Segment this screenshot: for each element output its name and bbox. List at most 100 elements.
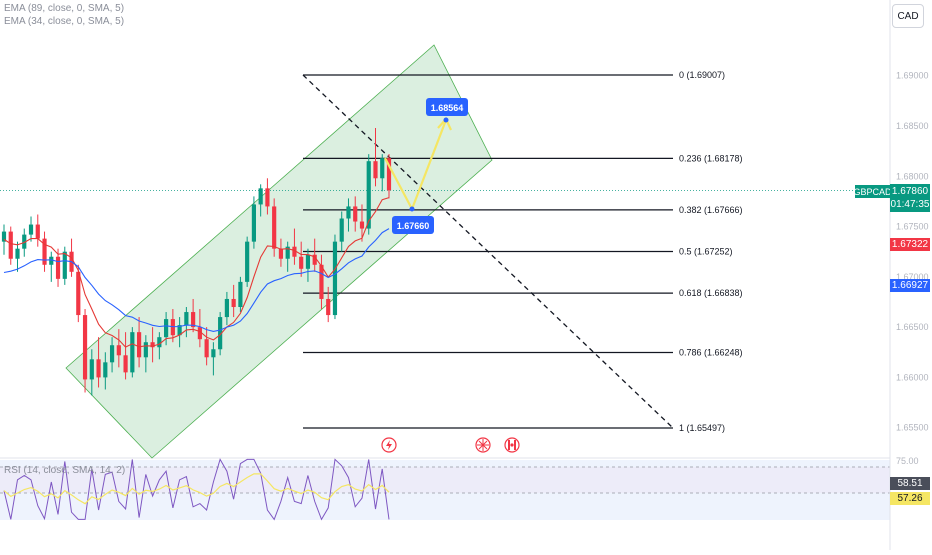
price-axis-label: 1.67500 [896, 222, 929, 232]
candle-body [292, 246, 297, 257]
candle-body [319, 264, 324, 299]
price-axis-label: 1.68500 [896, 121, 929, 131]
ema-slow-line [3, 228, 390, 332]
candle-body [359, 221, 365, 229]
callout-high-label: 1.68564 [431, 103, 464, 113]
ema-89-label[interactable]: EMA (89, close, 0, SMA, 5) [4, 3, 125, 14]
candle-body [339, 218, 344, 242]
candle-body [123, 355, 128, 373]
price-axis-label: 1.66500 [896, 322, 929, 332]
rsi-ma-tag: 57.26 [890, 492, 930, 505]
fib-level-label: 0 (1.69007) [679, 70, 725, 80]
candle-body [386, 158, 392, 191]
canada-flag-bar-right [514, 440, 516, 450]
candle-body [96, 359, 101, 378]
candle-body [76, 271, 81, 316]
candle-body [8, 231, 13, 259]
fib-level-label: 0.236 (1.68178) [679, 153, 743, 163]
candle-body [197, 327, 202, 340]
candle-body [245, 241, 250, 282]
candle-body [366, 161, 371, 229]
rsi-label[interactable]: RSI (14, close, SMA, 14, 2) [4, 465, 126, 476]
candle-body [312, 254, 317, 265]
candle-body [150, 342, 155, 348]
canada-flag-bar-left [508, 440, 510, 450]
rsi-axis-label: 75.00 [896, 456, 919, 466]
candle-body [299, 256, 304, 269]
candle-body [55, 256, 61, 279]
candle-body [380, 158, 385, 179]
candle-body [251, 204, 257, 242]
ema-fast-line [3, 197, 390, 348]
candle-body [143, 342, 148, 358]
candle-body [116, 345, 121, 356]
price-axis-label: 1.69000 [896, 71, 929, 81]
candle-body [42, 238, 47, 265]
price-axis-label: 1.67000 [896, 272, 929, 282]
price-axis-label: 1.66000 [896, 372, 929, 382]
rsi-line [3, 458, 390, 521]
rsi-band [0, 467, 890, 493]
candle-body [89, 359, 94, 380]
fib-trend-line [302, 74, 674, 429]
callout-anchor-high [443, 117, 449, 123]
candle-body [258, 188, 263, 205]
candle-body [103, 362, 108, 378]
currency-button[interactable]: CAD [892, 4, 924, 28]
lightning-glyph-icon [386, 440, 392, 450]
candle-body [1, 231, 7, 242]
price-axis-label: 1.65500 [896, 423, 929, 433]
fib-level-label: 0.618 (1.66838) [679, 288, 743, 298]
candle-body [130, 332, 135, 373]
symbol-tag: GBPCAD [853, 185, 892, 198]
candle-body [224, 298, 229, 318]
candle-body [184, 312, 189, 326]
fib-level-label: 0.382 (1.67666) [679, 205, 743, 215]
ema-fast-price-tag: 1.67322 [890, 238, 930, 251]
callout-anchor-low [409, 206, 415, 212]
rsi-value-tag: 58.51 [890, 477, 930, 490]
candle-body [191, 312, 196, 328]
fib-level-label: 1 (1.65497) [679, 423, 725, 433]
candle-body [28, 224, 34, 235]
candle-body [109, 345, 115, 363]
bar-countdown: 01:47:35 [890, 199, 930, 210]
candle-body [211, 349, 216, 358]
candle-body [272, 206, 277, 249]
candle-body [373, 161, 378, 179]
candle-body [353, 206, 358, 222]
uk-flag-glyph-icon [477, 439, 489, 451]
candle-body [49, 256, 54, 265]
candle-body [35, 224, 40, 239]
candle-body [305, 254, 311, 269]
candle-body [278, 248, 284, 259]
current-price-tag: 1.67860 01:47:35 [890, 184, 930, 212]
candle-body [62, 251, 67, 279]
ema-slow-price-tag: 1.66927 [890, 279, 930, 292]
candle-body [164, 319, 169, 338]
candle-body [218, 317, 223, 350]
candle-body [22, 234, 27, 249]
candle-body [332, 241, 338, 316]
candle-body [15, 248, 20, 259]
candle-body [177, 325, 182, 336]
candle-body [82, 315, 88, 380]
candle-body [238, 281, 243, 308]
ema-34-label[interactable]: EMA (34, close, 0, SMA, 5) [4, 16, 125, 27]
canada-flag-leaf [510, 443, 514, 447]
rsi-ma-line [3, 473, 390, 505]
candle-body [346, 206, 351, 219]
fib-level-label: 0.5 (1.67252) [679, 247, 733, 257]
candle-body [326, 298, 331, 316]
callout-low-box [392, 216, 434, 234]
candle-body [157, 337, 162, 348]
callout-low-label: 1.67660 [397, 221, 430, 231]
candle-body [265, 188, 270, 207]
candle-body [285, 246, 290, 259]
candle-body [136, 332, 142, 358]
price-axis-label: 1.68000 [896, 171, 929, 181]
callout-high-box [426, 98, 468, 116]
candle-body [204, 339, 209, 358]
